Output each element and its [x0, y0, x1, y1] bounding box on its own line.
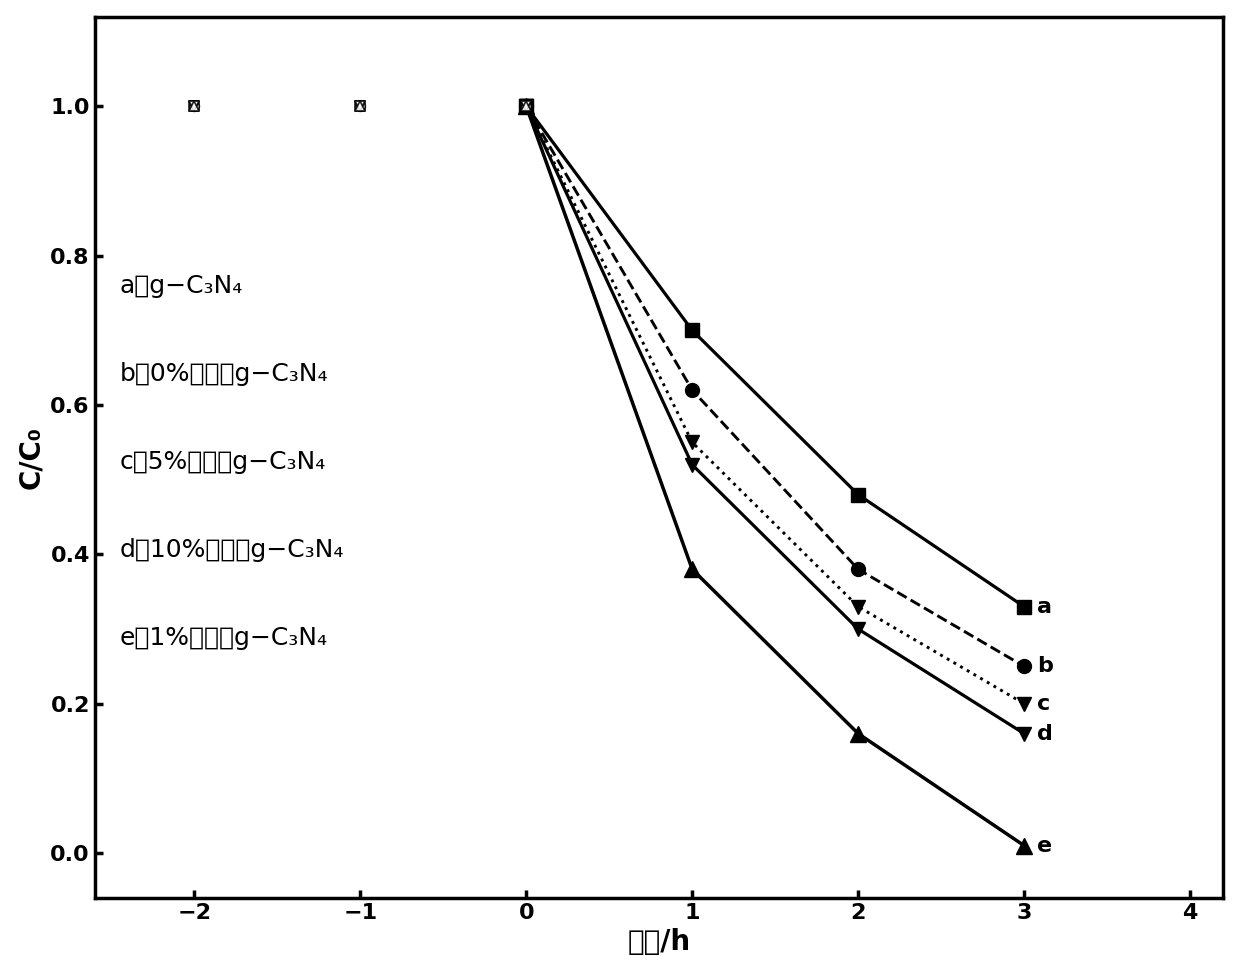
Text: c: c [1038, 694, 1050, 714]
Text: c：5%黑磷／g−C₃N₄: c：5%黑磷／g−C₃N₄ [119, 450, 326, 474]
Text: b: b [1038, 657, 1053, 676]
Y-axis label: C/C₀: C/C₀ [16, 426, 45, 488]
Text: e: e [1038, 836, 1053, 855]
Text: a：g−C₃N₄: a：g−C₃N₄ [119, 273, 243, 298]
Text: d：10%黑磷／g−C₃N₄: d：10%黑磷／g−C₃N₄ [119, 538, 345, 561]
Text: d: d [1038, 724, 1053, 743]
X-axis label: 时间/h: 时间/h [627, 928, 691, 956]
Text: b：0%黑磷／g−C₃N₄: b：0%黑磷／g−C₃N₄ [119, 362, 329, 385]
Text: e：1%黑磷／g−C₃N₄: e：1%黑磷／g−C₃N₄ [119, 626, 327, 650]
Text: a: a [1038, 596, 1053, 617]
